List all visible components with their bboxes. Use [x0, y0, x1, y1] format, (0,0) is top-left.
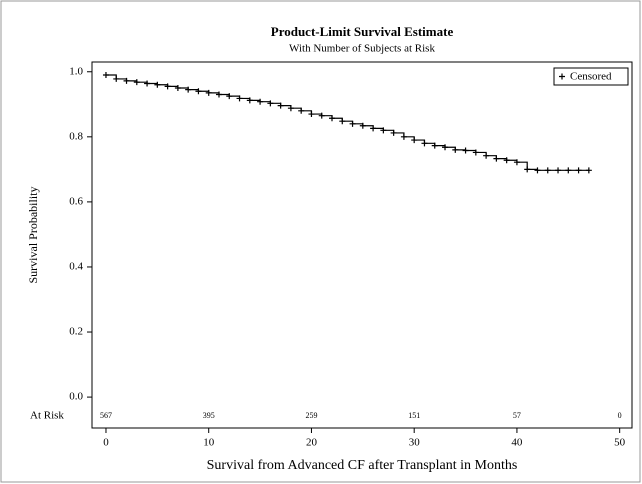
censor-mark: [133, 79, 140, 86]
censor-mark: [483, 152, 490, 159]
censor-mark: [555, 167, 562, 174]
at-risk-count: 151: [408, 411, 420, 420]
censor-mark: [113, 75, 120, 82]
censor-mark: [431, 142, 438, 149]
censor-mark: [493, 155, 500, 162]
y-tick-label: 0.6: [69, 195, 83, 207]
censor-mark: [298, 107, 305, 114]
censor-mark: [102, 72, 109, 79]
at-risk-count: 0: [618, 411, 622, 420]
censor-mark: [267, 100, 274, 107]
y-tick-label: 0.2: [69, 326, 83, 338]
censor-mark: [400, 133, 407, 140]
censor-mark: [164, 83, 171, 90]
censor-mark: [390, 129, 397, 136]
censor-mark: [277, 102, 284, 109]
censor-mark: [411, 137, 418, 144]
censor-mark: [154, 81, 161, 88]
censor-mark: [575, 167, 582, 174]
censor-mark: [339, 118, 346, 125]
chart-subtitle: With Number of Subjects at Risk: [289, 43, 435, 55]
censor-mark: [257, 98, 264, 105]
legend-label: Censored: [570, 71, 612, 83]
censor-mark: [524, 166, 531, 173]
censor-mark: [472, 149, 479, 156]
censor-mark: [174, 85, 181, 92]
at-risk-count: 259: [305, 411, 317, 420]
legend-box: [553, 67, 629, 86]
censor-mark: [215, 91, 222, 98]
censor-mark: [349, 120, 356, 127]
censor-mark: [380, 127, 387, 134]
x-tick-label: 20: [306, 437, 318, 449]
censor-mark: [246, 97, 253, 104]
censor-mark: [359, 122, 366, 129]
chart-title: Product-Limit Survival Estimate: [271, 24, 454, 39]
y-tick-label: 0.8: [69, 130, 83, 142]
censor-mark: [318, 112, 325, 119]
censor-mark: [503, 157, 510, 164]
censor-mark: [236, 95, 243, 102]
censor-mark: [513, 159, 520, 166]
plot-frame: [91, 61, 633, 429]
at-risk-count: 567: [100, 411, 112, 420]
censor-mark: [308, 111, 315, 118]
censor-mark: [585, 167, 592, 174]
y-tick-label: 0.4: [69, 260, 83, 272]
censor-mark: [544, 167, 551, 174]
at-risk-label: At Risk: [30, 410, 64, 422]
censor-mark: [205, 89, 212, 96]
censor-mark: [370, 125, 377, 132]
x-tick-label: 0: [103, 437, 109, 449]
x-tick-label: 50: [614, 437, 626, 449]
x-tick-label: 30: [409, 437, 421, 449]
at-risk-count: 395: [203, 411, 215, 420]
censor-mark: [226, 93, 233, 100]
censor-mark: [534, 167, 541, 174]
censor-mark: [421, 140, 428, 147]
at-risk-count: 57: [513, 411, 521, 420]
y-tick-label: 0.0: [69, 391, 83, 403]
x-axis-label: Survival from Advanced CF after Transpla…: [207, 458, 518, 473]
censor-mark: [123, 77, 130, 84]
censor-mark: [144, 80, 151, 87]
censor-mark: [462, 147, 469, 154]
x-tick-label: 10: [203, 437, 215, 449]
x-tick-label: 40: [511, 437, 523, 449]
censor-mark: [185, 86, 192, 93]
legend-symbol: [559, 73, 565, 80]
censor-mark: [442, 144, 449, 151]
censor-mark: [565, 167, 572, 174]
censor-mark: [452, 146, 459, 153]
censor-mark: [287, 105, 294, 112]
censor-mark: [329, 115, 335, 122]
censor-mark: [195, 88, 202, 95]
y-tick-label: 1.0: [69, 65, 83, 77]
y-axis-label: Survival Probability: [26, 187, 40, 284]
